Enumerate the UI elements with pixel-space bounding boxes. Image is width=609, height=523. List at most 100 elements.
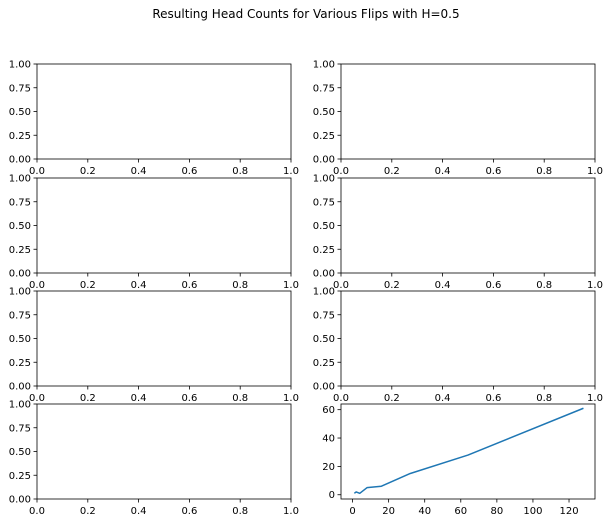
x-tick-label: 0.6 (485, 166, 501, 177)
y-tick-label: 0.50 (9, 107, 31, 118)
subplot-row4-left: 0.0 0.2 0.4 0.6 0.8 1.0 0.00 0.25 0.50 0.75 1.00 (9, 400, 299, 518)
x-tick-label: 0.4 (131, 393, 147, 404)
x-tick-label: 20 (382, 506, 395, 517)
x-tick-label: 0.4 (435, 280, 451, 291)
series-line (353, 407, 584, 495)
x-tick-label: 1.0 (283, 280, 299, 291)
subplot-row4-right: 0 20 40 60 80 100 120 0 20 40 60 (322, 403, 596, 517)
x-tick-label: 0.0 (333, 393, 349, 404)
x-tick-label: 1.0 (587, 166, 603, 177)
y-tick-label: 1.00 (9, 287, 31, 298)
y-tick-label: 0.50 (9, 221, 31, 232)
y-tick-label: 1.00 (9, 174, 31, 185)
y-tick-label: 0.00 (9, 269, 31, 280)
x-tick-label: 1.0 (587, 393, 603, 404)
y-tick-label: 0.00 (313, 269, 335, 280)
y-tick-label: 0.00 (313, 155, 335, 166)
subplot-row1-right: 0.0 0.2 0.4 0.6 0.8 1.0 0.00 0.25 0.50 0.75 1.00 (313, 60, 603, 178)
x-tick-label: 0.8 (536, 280, 552, 291)
x-tick-label: 0.8 (232, 506, 248, 517)
x-tick-label: 0.2 (384, 393, 400, 404)
x-tick-label: 0.6 (181, 506, 197, 517)
x-tick-label: 120 (559, 506, 578, 517)
y-tick-label: 0.25 (9, 245, 31, 256)
y-tick-label: 1.00 (313, 60, 335, 71)
x-tick-label: 0.4 (435, 393, 451, 404)
x-tick-label: 80 (490, 506, 503, 517)
x-tick-label: 0.6 (181, 393, 197, 404)
x-tick-label: 0.4 (131, 280, 147, 291)
y-tick-label: 0.25 (313, 245, 335, 256)
y-tick-label: 1.00 (313, 287, 335, 298)
y-tick-label: 1.00 (313, 174, 335, 185)
subplot-grid: 0.0 0.2 0.4 0.6 0.8 1.00.000.250.500.751.000.… (9, 60, 603, 518)
subplot-row3-right: 0.0 0.2 0.4 0.6 0.8 1.0 0.00 0.25 0.50 0.75 1.00 (313, 287, 603, 405)
figure-title: Resulting Head Counts for Various Flips … (152, 7, 459, 21)
x-tick-label: 60 (454, 506, 467, 517)
y-tick-label: 0.75 (313, 197, 335, 208)
y-tick-label: 0.75 (9, 310, 31, 321)
y-tick-label: 0.00 (9, 382, 31, 393)
y-tick-label: 0.00 (9, 155, 31, 166)
subplot-row3-left: 0.0 0.2 0.4 0.6 0.8 1.0 0.00 0.25 0.50 0.75 1.00 (9, 287, 299, 405)
x-tick-label: 0.0 (333, 166, 349, 177)
y-tick-label: 0.75 (313, 310, 335, 321)
y-tick-label: 0.25 (9, 471, 31, 482)
x-tick-label: 0.8 (536, 393, 552, 404)
y-tick-label: 1.00 (9, 60, 31, 71)
axes-frame (340, 403, 596, 500)
x-tick-label: 0.0 (29, 506, 45, 517)
y-tick-label: 0.75 (9, 83, 31, 94)
y-tick-label: 0.50 (313, 221, 335, 232)
y-tick-label: 0.25 (313, 131, 335, 142)
y-tick-label: 0.00 (313, 382, 335, 393)
x-tick-label: 0.0 (29, 280, 45, 291)
x-tick-label: 0.8 (232, 280, 248, 291)
x-tick-label: 0.0 (29, 393, 45, 404)
x-tick-label: 0.6 (181, 166, 197, 177)
subplot-row2-right: 0.0 0.2 0.4 0.6 0.8 1.0 0.00 0.25 0.50 0.75 1.00 (313, 174, 603, 292)
y-tick-label: 40 (322, 434, 335, 445)
y-tick-label: 0.50 (313, 334, 335, 345)
x-tick-label: 0.2 (80, 393, 96, 404)
x-tick-label: 0.8 (232, 393, 248, 404)
x-tick-label: 1.0 (283, 393, 299, 404)
x-tick-label: 0.4 (131, 166, 147, 177)
y-tick-label: 0.75 (9, 423, 31, 434)
x-tick-label: 0.2 (80, 506, 96, 517)
y-tick-label: 0 (329, 490, 335, 501)
y-tick-label: 0.00 (9, 495, 31, 506)
y-tick-label: 0.25 (9, 358, 31, 369)
y-tick-label: 60 (322, 405, 335, 416)
x-tick-label: 0.8 (232, 166, 248, 177)
x-tick-label: 0.4 (131, 506, 147, 517)
x-tick-label: 1.0 (283, 506, 299, 517)
y-tick-label: 0.25 (313, 358, 335, 369)
x-tick-label: 0.6 (181, 280, 197, 291)
x-tick-label: 100 (523, 506, 542, 517)
x-tick-label: 0.0 (333, 280, 349, 291)
subplot-row2-left: 0.0 0.2 0.4 0.6 0.8 1.0 0.00 0.25 0.50 0.75 1.00 (9, 174, 299, 292)
x-tick-label: 0.6 (485, 393, 501, 404)
x-tick-label: 0.8 (536, 166, 552, 177)
x-tick-label: 0.0 (29, 166, 45, 177)
x-tick-label: 40 (418, 506, 431, 517)
x-tick-label: 1.0 (283, 166, 299, 177)
x-tick-label: 0.6 (485, 280, 501, 291)
x-tick-label: 0.2 (384, 166, 400, 177)
y-tick-label: 0.75 (313, 83, 335, 94)
y-tick-label: 0.75 (9, 197, 31, 208)
subplot-row1-left: 0.0 0.2 0.4 0.6 0.8 1.0 0.00 0.25 0.50 0.75 1.00 (9, 60, 299, 178)
y-tick-label: 20 (322, 462, 335, 473)
x-tick-label: 0.2 (384, 280, 400, 291)
x-tick-label: 0.2 (80, 166, 96, 177)
y-tick-label: 0.50 (9, 334, 31, 345)
x-tick-label: 1.0 (587, 280, 603, 291)
y-tick-label: 0.50 (9, 447, 31, 458)
y-tick-label: 1.00 (9, 400, 31, 411)
y-tick-label: 0.50 (313, 107, 335, 118)
y-tick-label: 0.25 (9, 131, 31, 142)
x-tick-label: 0.4 (435, 166, 451, 177)
